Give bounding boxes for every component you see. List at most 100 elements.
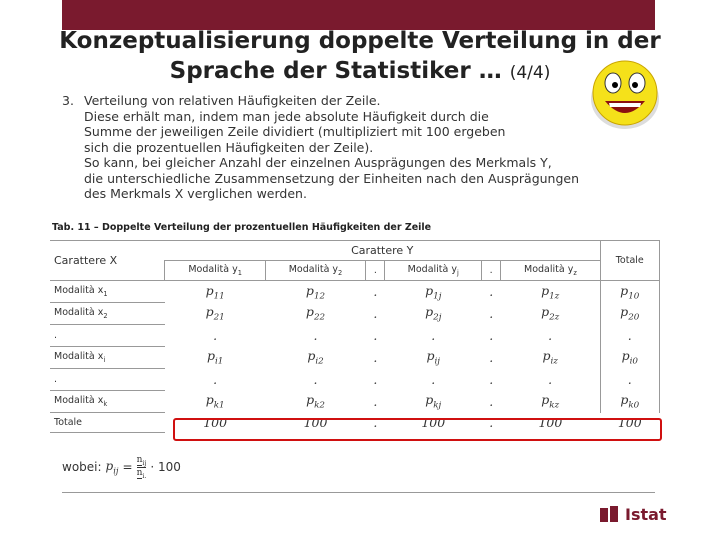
cell: . [366,281,385,303]
cell: . [165,369,265,391]
text: . [627,372,632,387]
text: Modalità x [54,395,104,407]
cell: . [501,369,600,391]
denominator: ni. [136,467,147,480]
page-counter: (4/4) [509,63,551,83]
text: . [373,306,378,321]
fraction: nij ni. [136,455,147,480]
cell: pk2 [265,391,365,413]
text: . [313,372,318,387]
row-header: Carattere X [50,240,165,281]
highlight-box [173,418,662,441]
text: . [213,328,218,343]
cell: . [165,325,265,347]
cell: . [366,391,385,413]
cell: . [366,347,385,369]
text: Modalità y [188,264,238,276]
cell: . [366,325,385,347]
subscript: 11 [213,291,225,301]
subscript: 1 [103,289,108,298]
logo-mark [600,506,618,522]
subscript: 2 [103,311,108,320]
list-number: 3. [62,93,74,108]
text: . [489,306,494,321]
text: p [206,348,215,364]
column-header: Modalità yz [500,260,601,281]
column-header: . [365,260,385,281]
text: . [54,374,58,385]
cell: . [599,324,661,347]
text: . [627,328,632,343]
subscript: 1 [237,268,242,277]
text-line: die unterschiedliche Zusammensetzung der… [84,170,580,186]
group-header: Carattere Y [164,240,601,261]
text: . [489,328,494,343]
subscript: 10 [628,291,640,301]
text: p [620,304,629,320]
emoji [591,60,659,129]
text: p [305,282,314,298]
subscript: i2 [315,356,324,367]
text: p [620,392,629,408]
text: . [373,394,378,409]
text: . [489,394,494,409]
text: p [541,392,550,408]
row: Modalità x2 p21 p22. p2j. p2z p20 [50,302,661,325]
text: p [205,282,214,298]
cell: p1z [501,281,600,303]
subscript: i. [142,472,147,480]
cell: p2z [501,303,600,325]
text: p [306,392,315,408]
text: n [136,467,143,479]
text: p [205,392,214,408]
text: . [431,372,436,387]
text: Modalità x [54,285,104,297]
cell: . [482,303,501,325]
logo: Istat [625,505,667,524]
text: . [213,372,218,387]
text: . [431,328,436,343]
text: Modalità y [407,264,457,276]
cell: . [482,347,501,369]
subscript: k2 [314,400,325,411]
subscript: 1j [433,291,442,301]
text: p [620,282,629,298]
text: Modalità y [524,264,574,276]
column-header: Modalità y2 [264,260,366,281]
subscript: ij [113,465,119,476]
text: . [489,284,494,300]
text: Modalità x [54,351,104,363]
total-cell: . [373,415,378,430]
subscript: k0 [628,400,640,411]
text: p [621,348,630,364]
text: . [54,330,58,341]
formula-prefix: wobei: [62,460,102,475]
cell: . [265,369,365,391]
subscript: 2j [433,312,442,323]
cell: . [482,369,501,391]
subscript: i0 [629,356,638,367]
formula: wobei: pij = nij ni. · 100 [62,455,181,480]
header-row: Modalità y1 Modalità y2. Modalità yj. Modal… [50,260,660,281]
text: . [489,350,494,365]
row-label: Modalità x2 [50,302,165,325]
row-label: . [50,324,165,347]
formula-factor: · 100 [150,460,181,475]
cell: pi1 [165,347,265,369]
text: p [425,282,434,298]
text: . [373,328,378,343]
cell: . [482,281,501,303]
row-label: Totale [50,412,165,433]
text-line: Diese erhält man, indem man jede absolut… [84,108,489,124]
text: Modalità y [288,264,339,276]
cell: . [482,325,501,347]
cell: p1j [385,281,482,303]
subscript: kj [433,400,442,411]
text: p [305,304,314,320]
text: . [489,372,494,387]
text: p [425,304,434,320]
text: . [313,328,318,343]
paragraph: 3. Verteilung von relativen Häufigkeiten … [62,93,662,202]
total-cell: . [489,415,494,430]
